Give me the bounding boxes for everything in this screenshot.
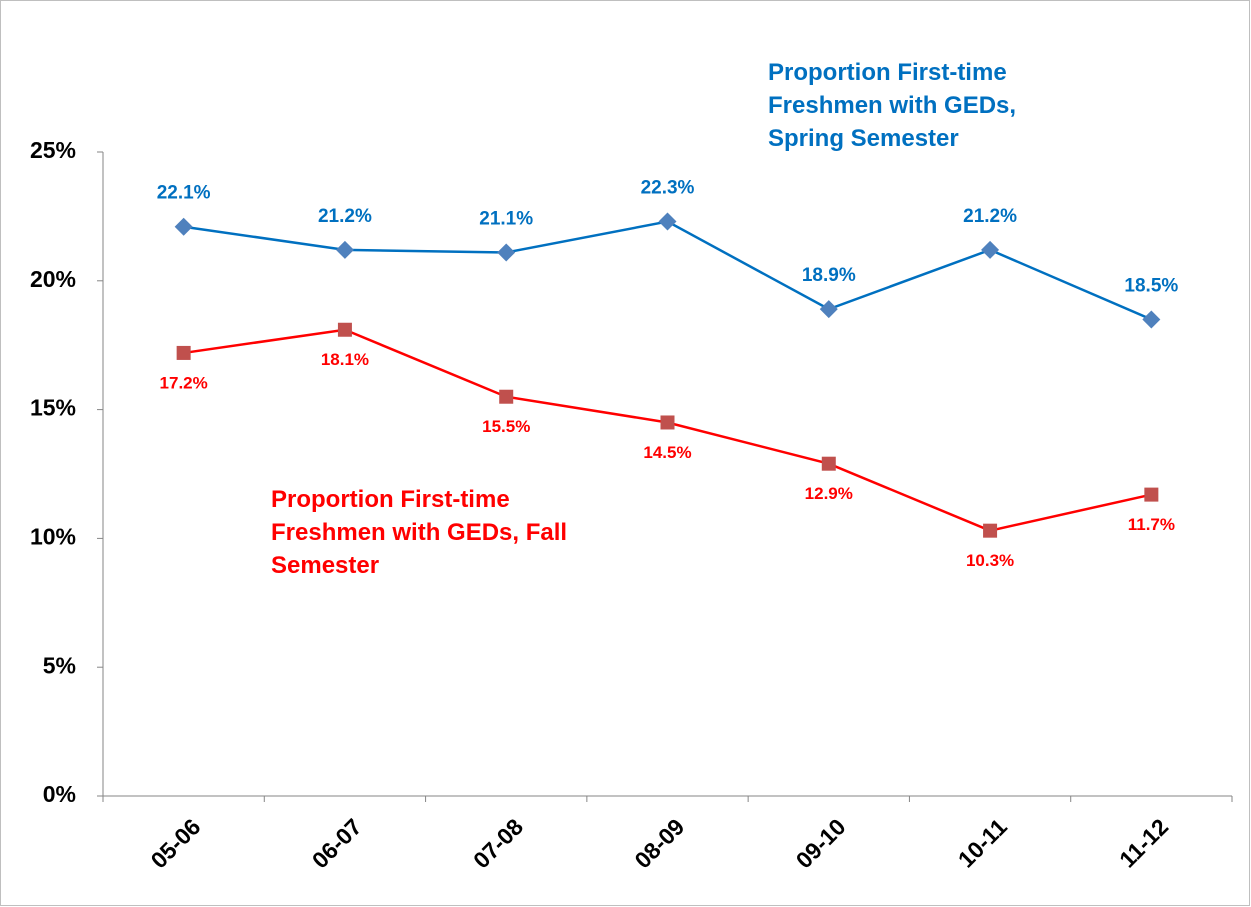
y-tick-label: 20% xyxy=(30,266,76,292)
x-tick-label: 09-10 xyxy=(791,813,851,873)
series-label: Proportion First-time Freshmen with GEDs… xyxy=(768,59,1017,152)
marker xyxy=(981,240,1000,259)
data-label: 22.1% xyxy=(157,183,211,204)
marker xyxy=(176,345,191,360)
marker xyxy=(335,240,354,259)
marker xyxy=(983,523,998,538)
y-tick-label: 10% xyxy=(30,523,76,549)
marker xyxy=(660,415,675,430)
marker xyxy=(337,322,352,337)
y-tick-label: 15% xyxy=(30,395,76,421)
series-label: Proportion First-time Freshmen with GEDs… xyxy=(271,486,568,579)
marker xyxy=(658,212,677,231)
data-label: 17.2% xyxy=(160,373,208,392)
x-tick-label: 10-11 xyxy=(953,813,1012,872)
data-label: 18.5% xyxy=(1124,275,1178,296)
x-tick-label: 08-09 xyxy=(629,813,689,873)
data-label: 12.9% xyxy=(805,484,853,503)
data-label: 15.5% xyxy=(482,417,530,436)
marker xyxy=(1142,310,1161,329)
data-label: 21.2% xyxy=(963,206,1017,227)
data-label: 21.2% xyxy=(318,206,372,227)
y-tick-label: 0% xyxy=(43,781,76,807)
data-label: 10.3% xyxy=(966,551,1014,570)
data-label: 21.1% xyxy=(479,208,533,229)
x-tick-label: 11-12 xyxy=(1114,813,1173,872)
marker xyxy=(174,217,193,236)
marker xyxy=(499,389,514,404)
marker xyxy=(497,243,516,262)
x-tick-label: 07-08 xyxy=(468,813,528,873)
x-tick-label: 05-06 xyxy=(145,813,205,873)
data-label: 22.3% xyxy=(641,178,695,199)
data-label: 14.5% xyxy=(643,443,691,462)
data-label: 18.9% xyxy=(802,265,856,286)
y-tick-label: 5% xyxy=(43,652,76,678)
x-tick-label: 06-07 xyxy=(307,813,367,873)
y-tick-label: 25% xyxy=(30,137,76,163)
marker xyxy=(819,300,838,319)
series-line xyxy=(183,220,1152,321)
marker xyxy=(821,456,836,471)
data-label: 18.1% xyxy=(321,350,369,369)
data-label: 11.7% xyxy=(1128,515,1175,534)
marker xyxy=(1144,487,1159,502)
